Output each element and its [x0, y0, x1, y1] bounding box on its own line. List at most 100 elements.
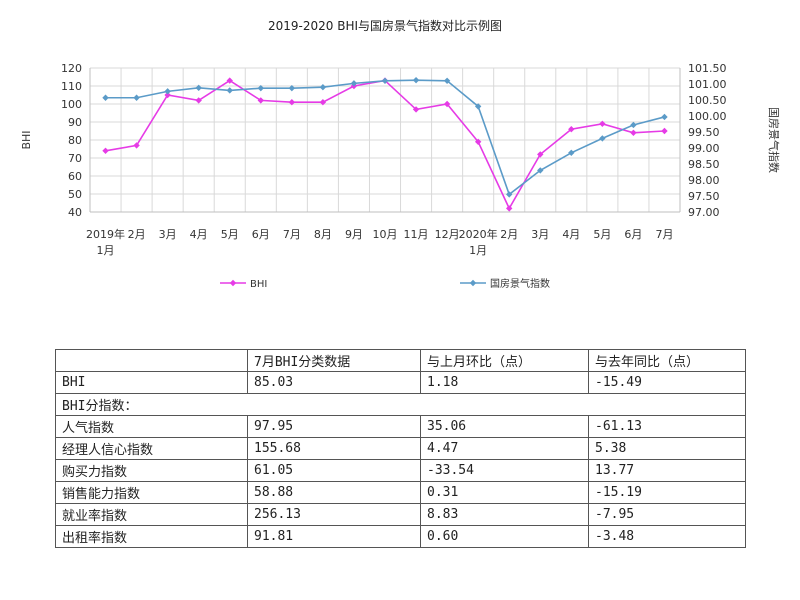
legend-label: 国房景气指数 [490, 277, 550, 290]
table-row: 销售能力指数 58.88 0.31 -15.19 [55, 481, 746, 504]
x-axis-tick-label: 6月 [252, 228, 270, 241]
table-cell: 97.95 [247, 415, 421, 438]
x-axis-tick-label: 3月 [531, 228, 549, 241]
table-cell: 经理人信心指数 [55, 437, 248, 460]
line-chart: 2019-2020 BHI与国房景气指数对比示例图 40 50 60 70 80 90 100… [20, 18, 781, 290]
data-point [412, 76, 420, 84]
table-cell: 13.77 [588, 459, 746, 482]
data-point [164, 91, 171, 99]
table-header-cell: 与上月环比（点） [420, 349, 589, 372]
table-section-row: BHI分指数： [55, 393, 746, 416]
data-point [443, 100, 451, 108]
data-point [226, 87, 233, 94]
x-axis-tick-label: 5月 [221, 228, 239, 241]
table-cell: -15.19 [588, 481, 746, 504]
data-point [381, 77, 389, 84]
x-axis-tick-label: 7月 [283, 228, 301, 241]
table-cell: -15.49 [588, 371, 746, 394]
left-axis-tick-label: 120 [61, 62, 82, 75]
table-header-cell [55, 349, 248, 372]
table-row: 人气指数 97.95 35.06 -61.13 [55, 415, 746, 438]
table-header-cell: 与去年同比（点） [588, 349, 746, 372]
right-axis-tick-label: 101.50 [688, 62, 727, 75]
table-cell: 0.60 [420, 525, 589, 548]
right-axis-tick-label: 97.50 [688, 190, 720, 203]
x-axis-tick-label: 11月 [404, 228, 429, 241]
table-cell: 出租率指数 [55, 525, 248, 548]
table-row: 出租率指数 91.81 0.60 -3.48 [55, 525, 746, 548]
data-point [133, 94, 140, 101]
table-cell: 155.68 [247, 437, 421, 460]
table-cell: 35.06 [420, 415, 589, 438]
table-cell: 购买力指数 [55, 459, 248, 482]
x-axis-tick-label: 12月 [435, 228, 460, 241]
table-cell: 4.47 [420, 437, 589, 460]
data-point [319, 84, 327, 91]
data-point [599, 135, 606, 142]
table-cell: 5.38 [588, 437, 746, 460]
right-axis-tick-label: 100.50 [688, 94, 727, 107]
left-axis-tick-label: 110 [61, 80, 82, 93]
left-axis-tick-label: 90 [68, 116, 82, 129]
table-cell: 人气指数 [55, 415, 248, 438]
data-point [630, 129, 637, 136]
table-row: BHI 85.03 1.18 -15.49 [55, 371, 746, 394]
table-section-label: BHI分指数： [55, 393, 746, 416]
left-axis-tick-label: 100 [61, 98, 82, 111]
table-cell: -7.95 [588, 503, 746, 526]
data-point [630, 121, 637, 129]
data-point [226, 77, 233, 84]
x-axis-tick-label: 9月 [345, 228, 363, 241]
table-cell: 1.18 [420, 371, 589, 394]
data-point [599, 120, 606, 127]
table-cell: 0.31 [420, 481, 589, 504]
table-cell: -33.54 [420, 459, 589, 482]
x-axis-tick-label: 7月 [655, 228, 673, 241]
right-axis-tick-label: 100.00 [688, 110, 727, 123]
right-axis-tick-label: 101.00 [688, 78, 727, 91]
left-axis-tick-label: 80 [68, 134, 82, 147]
left-axis-tick-label: 60 [68, 170, 82, 183]
table-cell: -61.13 [588, 415, 746, 438]
data-point [102, 94, 109, 101]
table-cell: 61.05 [247, 459, 421, 482]
table-cell: 就业率指数 [55, 503, 248, 526]
table-cell: 58.88 [247, 481, 421, 504]
left-axis-tick-label: 40 [68, 206, 82, 219]
data-point [164, 88, 171, 95]
x-axis-tick-label: 2020年 [459, 227, 498, 241]
series-line-housing-index [105, 79, 665, 196]
x-axis-tick-label: 3月 [159, 228, 177, 241]
table-cell: 256.13 [247, 503, 421, 526]
right-axis-tick-label: 99.50 [688, 126, 720, 139]
bhi-data-table: 7月BHI分类数据 与上月环比（点） 与去年同比（点） BHI 85.03 1.… [55, 349, 746, 548]
x-axis-tick-label: 8月 [314, 228, 332, 241]
x-axis-tick-label: 1月 [97, 244, 115, 257]
right-axis-tick-label: 98.00 [688, 174, 720, 187]
chart: 2019-2020 BHI与国房景气指数对比示例图 40 50 60 70 80 90 100… [20, 18, 781, 290]
data-point [506, 205, 513, 212]
data-point [443, 77, 451, 84]
data-point [319, 99, 327, 106]
table-cell: 8.83 [420, 503, 589, 526]
x-axis-tick-label: 5月 [593, 228, 611, 241]
table-header-row: 7月BHI分类数据 与上月环比（点） 与去年同比（点） [55, 349, 746, 372]
data-point [568, 126, 575, 133]
right-axis-label: 国房景气指数 [767, 107, 781, 173]
table-cell: 91.81 [247, 525, 421, 548]
data-point [257, 97, 264, 104]
x-axis-tick-label: 4月 [562, 228, 580, 241]
x-axis-tick-label: 4月 [190, 228, 208, 241]
data-point [568, 149, 575, 156]
data-point [661, 127, 668, 135]
right-axis-tick-label: 98.50 [688, 158, 720, 171]
data-point [474, 103, 482, 110]
data-point [412, 106, 420, 113]
x-axis-tick-label: 2月 [128, 228, 146, 241]
table-cell: 85.03 [247, 371, 421, 394]
x-axis-tick-label: 10月 [373, 228, 398, 241]
table-header-cell: 7月BHI分类数据 [247, 349, 421, 372]
table-row: 就业率指数 256.13 8.83 -7.95 [55, 503, 746, 526]
legend-swatch-marker [469, 279, 477, 287]
data-point [474, 138, 482, 145]
